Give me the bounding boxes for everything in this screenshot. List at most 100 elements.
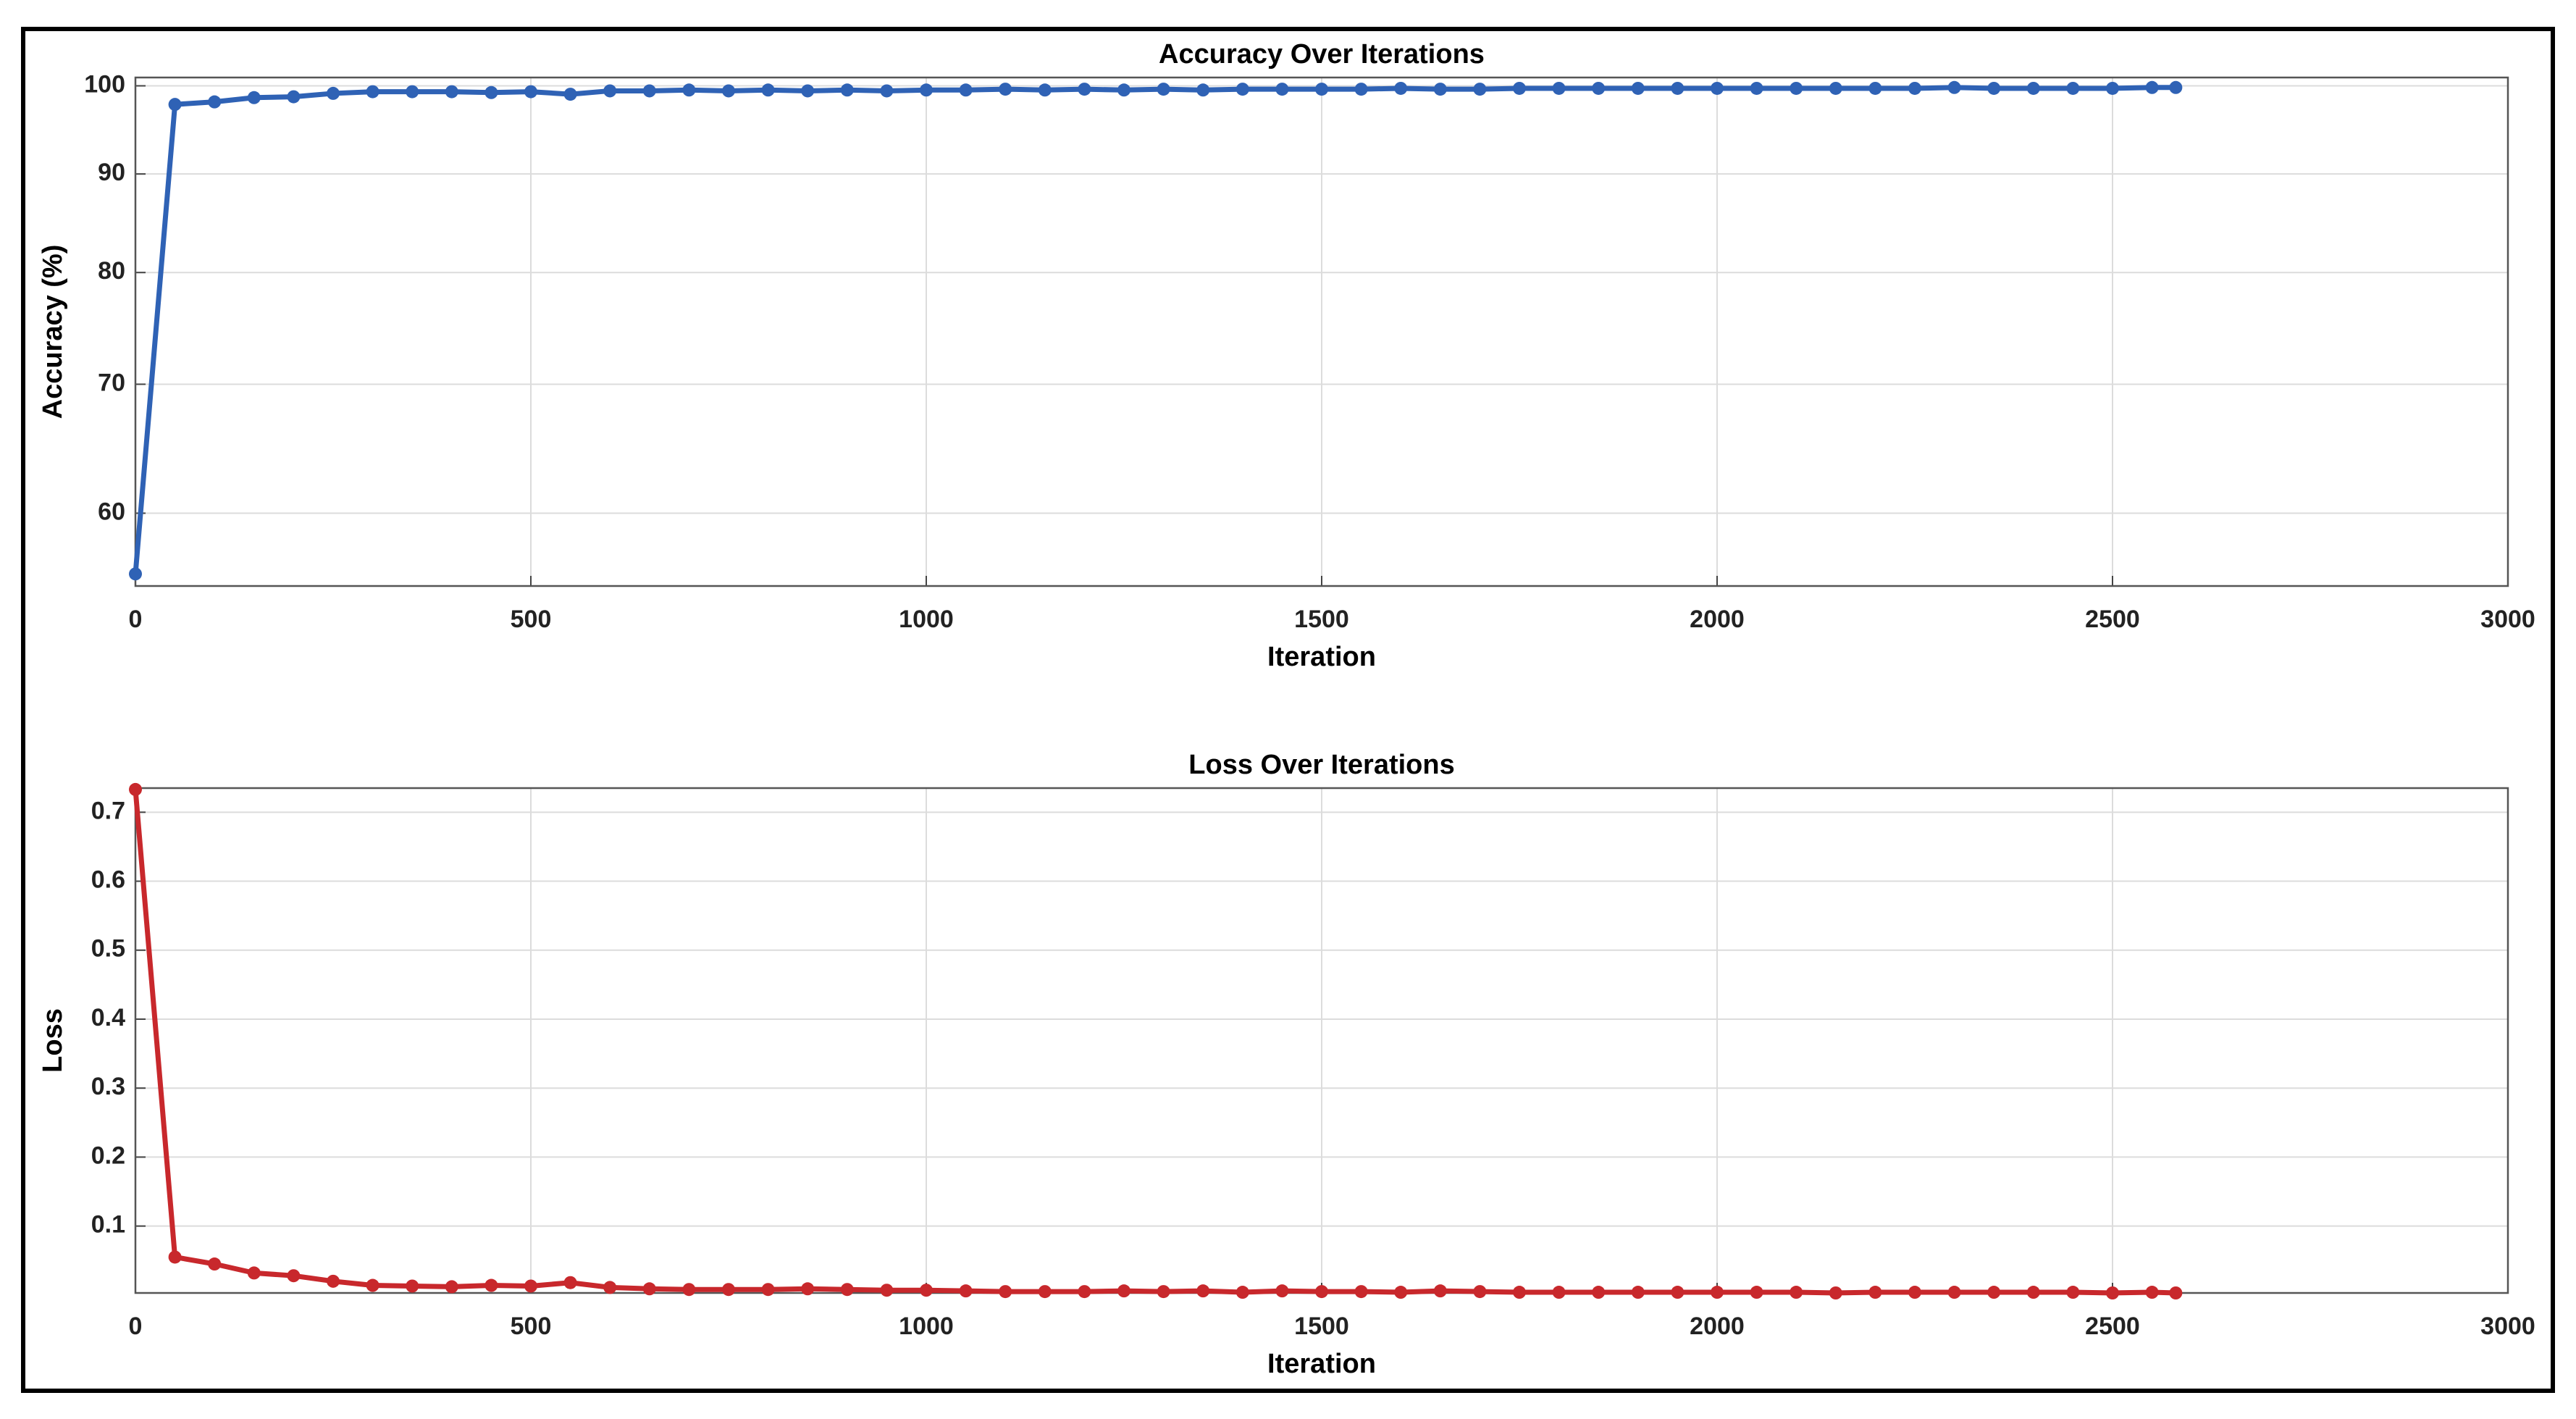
- data-point: [1711, 1286, 1724, 1299]
- y-tick-label: 0.7: [91, 797, 125, 824]
- data-point: [1829, 1286, 1842, 1299]
- x-tick-label: 1500: [1294, 1313, 1349, 1340]
- data-point: [1987, 81, 2001, 95]
- data-point: [1868, 81, 1882, 95]
- data-point: [1078, 83, 1091, 96]
- data-point: [406, 1279, 419, 1293]
- data-point: [1235, 83, 1249, 96]
- data-point: [1947, 80, 1961, 94]
- data-point: [999, 1285, 1012, 1299]
- data-point: [1711, 81, 1724, 95]
- data-point: [920, 83, 933, 97]
- data-point: [920, 1284, 933, 1297]
- axes-box: [134, 76, 2509, 587]
- data-point: [999, 83, 1012, 96]
- y-tick-label: 0.1: [91, 1211, 125, 1239]
- data-point: [1275, 1284, 1289, 1298]
- x-tick-label: 500: [511, 606, 552, 633]
- data-point: [880, 1284, 894, 1297]
- data-point: [524, 85, 537, 99]
- data-point: [2106, 1286, 2119, 1299]
- data-point: [1592, 81, 1606, 95]
- x-tick-label: 500: [511, 1313, 552, 1340]
- y-tick-label: 0.2: [91, 1142, 125, 1169]
- data-point: [761, 1283, 775, 1297]
- data-point: [563, 88, 577, 101]
- data-point: [366, 1278, 379, 1292]
- data-point: [1433, 1284, 1447, 1298]
- x-axis-label: Iteration: [1267, 642, 1376, 672]
- x-tick-label: 2000: [1690, 606, 1745, 633]
- x-tick-label: 2500: [2085, 1313, 2140, 1340]
- x-tick-label: 0: [129, 1313, 143, 1340]
- data-point: [1473, 1285, 1487, 1299]
- data-point: [1552, 81, 1566, 95]
- x-tick-label: 3000: [2480, 1313, 2535, 1340]
- data-point: [1394, 1286, 1408, 1299]
- y-tick-label: 70: [98, 369, 125, 396]
- x-tick-label: 1500: [1294, 606, 1349, 633]
- data-point: [1196, 1284, 1210, 1298]
- data-point: [1671, 81, 1685, 95]
- data-point: [2066, 1286, 2080, 1299]
- data-point: [129, 567, 142, 581]
- y-tick-label: 0.4: [91, 1004, 125, 1031]
- data-point: [1354, 83, 1368, 96]
- y-tick-label: 0.5: [91, 935, 125, 963]
- data-point: [129, 782, 142, 796]
- y-tick-label: 80: [98, 257, 125, 285]
- data-point: [682, 83, 696, 97]
- y-axis-label: Loss: [38, 1008, 68, 1073]
- data-point: [682, 1283, 696, 1297]
- data-point: [208, 1257, 222, 1271]
- data-point: [1473, 83, 1487, 96]
- data-point: [1117, 1284, 1130, 1298]
- data-point: [2026, 81, 2040, 95]
- data-point: [959, 83, 973, 97]
- data-point: [1394, 81, 1408, 95]
- x-tick-label: 2500: [2085, 606, 2140, 633]
- data-point: [484, 1278, 498, 1292]
- data-point: [1038, 83, 1052, 97]
- data-point: [563, 1276, 577, 1289]
- data-point: [1987, 1286, 2001, 1299]
- data-point: [1433, 83, 1447, 96]
- y-tick-label: 0.3: [91, 1073, 125, 1100]
- data-point: [840, 83, 854, 97]
- data-point: [1354, 1285, 1368, 1299]
- data-point: [1552, 1286, 1566, 1299]
- data-point: [642, 84, 656, 98]
- data-point: [1592, 1286, 1606, 1299]
- data-point: [959, 1284, 973, 1298]
- data-point: [1631, 1286, 1645, 1299]
- data-point: [603, 84, 617, 98]
- data-point: [1157, 1285, 1170, 1299]
- x-tick-label: 2000: [1690, 1313, 1745, 1340]
- y-tick-label: 100: [84, 70, 125, 98]
- x-tick-label: 1000: [899, 1313, 954, 1340]
- data-point: [1513, 81, 1526, 95]
- data-point: [2169, 1286, 2183, 1299]
- data-point: [840, 1283, 854, 1297]
- data-point: [801, 1282, 815, 1296]
- data-point: [445, 1280, 458, 1294]
- data-point: [1868, 1286, 1882, 1299]
- chart-title: Loss Over Iterations: [1188, 750, 1454, 780]
- data-point: [2169, 80, 2183, 94]
- data-point: [1631, 81, 1645, 95]
- data-point: [1947, 1286, 1961, 1299]
- data-point: [406, 85, 419, 99]
- data-point: [2145, 1286, 2159, 1299]
- data-point: [1908, 1286, 1921, 1299]
- data-point: [761, 83, 775, 97]
- x-axis-label: Iteration: [1267, 1349, 1376, 1379]
- data-point: [1513, 1286, 1526, 1299]
- data-point: [247, 1266, 261, 1280]
- data-point: [722, 1283, 735, 1297]
- data-point: [2026, 1286, 2040, 1299]
- data-point: [327, 1274, 340, 1288]
- data-point: [1117, 83, 1130, 97]
- data-point: [366, 85, 379, 99]
- frame: [21, 27, 2555, 1393]
